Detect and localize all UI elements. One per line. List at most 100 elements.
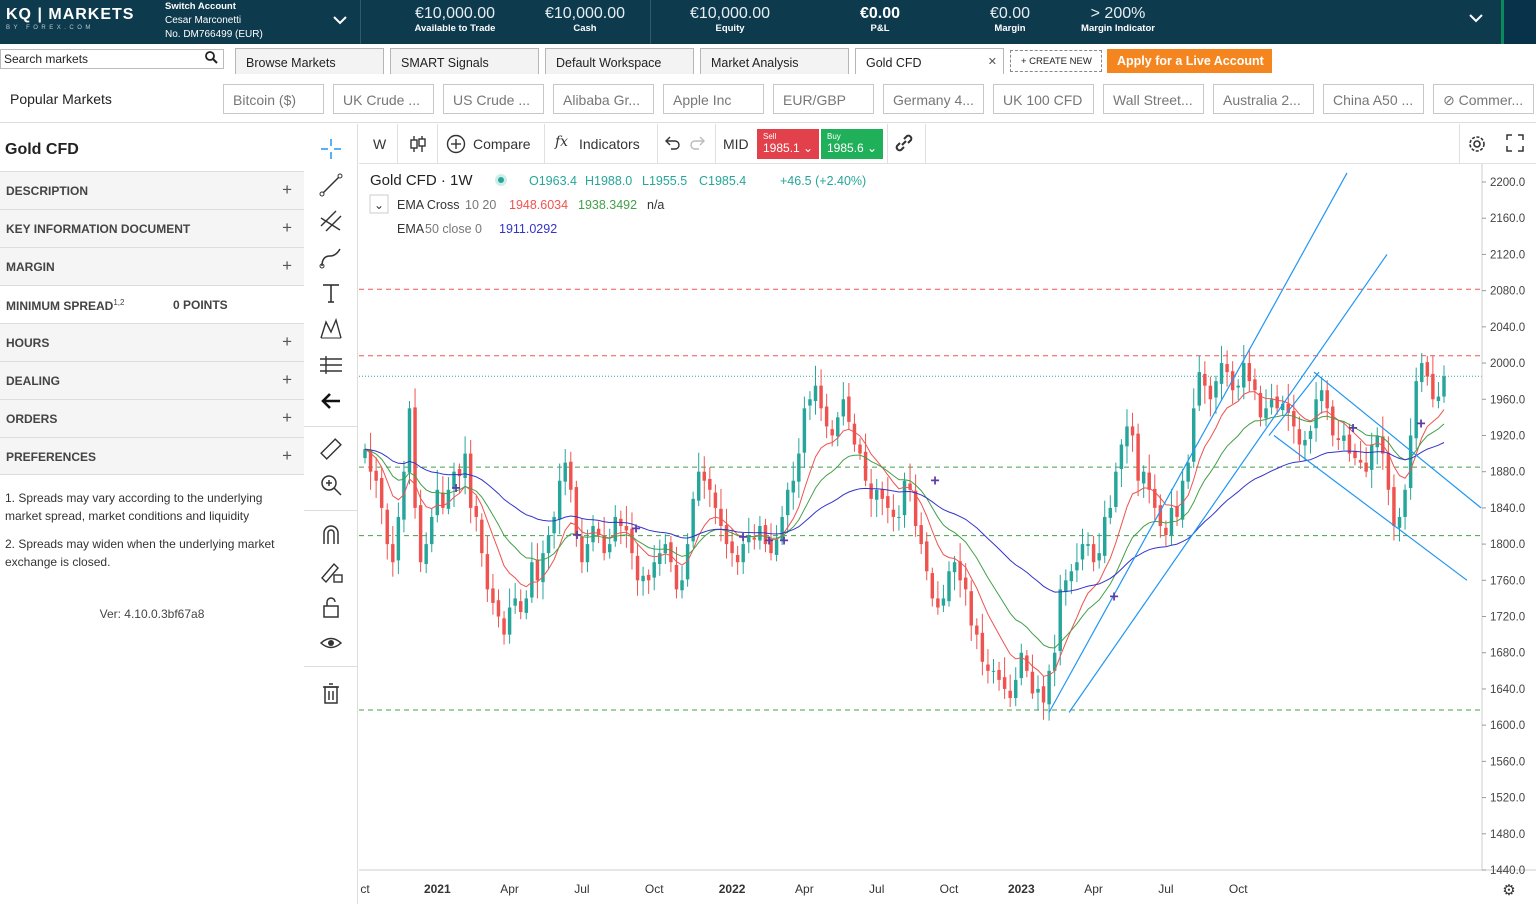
crosshair-icon[interactable] <box>318 136 344 162</box>
tab-smart-signals[interactable]: SMART Signals <box>390 48 539 74</box>
eye-icon[interactable] <box>318 630 344 656</box>
tab-market-analysis[interactable]: Market Analysis <box>700 48 849 74</box>
popular-market-item[interactable]: Bitcoin ($) <box>223 84 324 114</box>
account-switcher[interactable]: Switch Account Cesar Marconetti No. DM76… <box>165 0 263 42</box>
candle-body <box>997 669 1001 680</box>
fib-tool-icon[interactable] <box>318 208 344 234</box>
plus-icon[interactable]: + <box>282 446 292 465</box>
footnote-1: 1. Spreads may vary according to the und… <box>5 491 263 523</box>
prediction-icon[interactable] <box>318 352 344 378</box>
candle-body <box>1308 430 1313 440</box>
magnet-icon[interactable] <box>318 522 344 548</box>
x-tick-label: Jul <box>869 882 884 896</box>
popular-market-item[interactable]: Apple Inc <box>663 84 764 114</box>
price-chart[interactable]: 2081.52008.01985.41885.11809.41616.8 +++… <box>359 164 1536 904</box>
buy-button[interactable]: Buy 1985.6 ⌄ <box>821 129 883 159</box>
popular-market-item[interactable]: ⊘ Commer... <box>1433 84 1534 114</box>
legend-ema50-value: 1911.0292 <box>499 222 557 236</box>
section-orders[interactable]: ORDERS + <box>0 399 304 437</box>
candle-body <box>1236 385 1240 388</box>
plus-icon[interactable]: + <box>282 256 292 275</box>
plus-icon[interactable]: + <box>282 218 292 237</box>
arrow-left-icon[interactable] <box>318 388 344 414</box>
candle-body <box>1075 562 1079 571</box>
popular-market-item[interactable]: Germany 4... <box>883 84 984 114</box>
tab-browse-markets[interactable]: Browse Markets <box>235 48 384 74</box>
chart-svg[interactable]: 2081.52008.01985.41885.11809.41616.8 +++… <box>359 164 1536 904</box>
compare-icon[interactable] <box>446 134 466 157</box>
indicators-icon[interactable]: 𝑓x <box>555 134 569 150</box>
candle-body <box>1019 652 1024 679</box>
candle-body <box>1414 381 1418 439</box>
popular-market-item[interactable]: Australia 2... <box>1213 84 1314 114</box>
undo-icon[interactable] <box>663 134 681 155</box>
candle-body <box>1286 403 1290 413</box>
search-icon[interactable] <box>205 51 218 67</box>
popular-market-item[interactable]: UK Crude ... <box>333 84 434 114</box>
zoom-in-icon[interactable] <box>318 472 344 498</box>
ema-fast-line <box>364 391 1445 677</box>
chevron-down-icon[interactable] <box>1468 10 1484 28</box>
lock-icon[interactable] <box>318 594 344 620</box>
section-preferences[interactable]: PREFERENCES + <box>0 437 304 475</box>
popular-market-item[interactable]: US Crude ... <box>443 84 544 114</box>
popular-market-item[interactable]: China A50 ... <box>1323 84 1424 114</box>
candle-body <box>1258 392 1263 418</box>
candle-body <box>1386 452 1391 490</box>
trash-icon[interactable] <box>318 680 344 706</box>
channel-line <box>1068 254 1388 713</box>
interval-button[interactable]: W <box>373 136 387 152</box>
candle-body <box>813 385 818 402</box>
sell-button[interactable]: Sell 1985.1 ⌄ <box>757 129 819 159</box>
candles-icon[interactable] <box>409 134 427 157</box>
candle-body <box>535 559 540 581</box>
search-input[interactable]: Search markets <box>0 49 224 69</box>
section-kid[interactable]: KEY INFORMATION DOCUMENT + <box>0 209 304 247</box>
redo-icon[interactable] <box>689 134 707 155</box>
trend-line-icon[interactable] <box>318 172 344 198</box>
section-hours[interactable]: HOURS + <box>0 323 304 361</box>
plus-icon[interactable]: + <box>282 370 292 389</box>
plus-icon[interactable]: + <box>282 332 292 351</box>
legend-ohlc: O1963.4 <box>529 174 577 188</box>
plus-icon[interactable]: + <box>282 180 292 199</box>
x-tick-label: Apr <box>500 882 519 896</box>
buy-label: Buy <box>827 132 841 141</box>
pattern-icon[interactable] <box>318 316 344 342</box>
popular-market-item[interactable]: UK 100 CFD <box>993 84 1094 114</box>
stay-in-drawing-icon[interactable] <box>318 558 344 584</box>
close-icon[interactable]: ✕ <box>987 56 997 68</box>
candle-body <box>652 562 656 578</box>
section-dealing[interactable]: DEALING + <box>0 361 304 399</box>
text-tool-icon[interactable] <box>318 280 344 306</box>
sell-label: Sell <box>763 132 777 141</box>
section-description[interactable]: DESCRIPTION + <box>0 171 304 209</box>
gear-icon[interactable] <box>1466 133 1488 158</box>
indicators-button[interactable]: Indicators <box>579 136 640 152</box>
y-tick-label: 1920.0 <box>1490 430 1525 442</box>
metric-label: Available to Trade <box>414 23 496 34</box>
chevron-down-icon[interactable] <box>333 12 347 28</box>
compare-button[interactable]: Compare <box>473 136 531 152</box>
tab-default-workspace[interactable]: Default Workspace <box>545 48 694 74</box>
candle-body <box>852 423 857 445</box>
fullscreen-icon[interactable] <box>1506 134 1524 155</box>
candle-body <box>1292 411 1296 427</box>
brush-icon[interactable] <box>318 244 344 270</box>
candle-body <box>841 399 846 417</box>
link-icon[interactable] <box>893 132 915 157</box>
candle-body <box>1242 363 1246 388</box>
plus-icon[interactable]: + <box>282 408 292 427</box>
price-type-button[interactable]: MID <box>723 136 749 152</box>
create-new-button[interactable]: + CREATE NEW <box>1010 50 1102 72</box>
signal-marker: + <box>631 521 640 538</box>
popular-market-item[interactable]: EUR/GBP <box>773 84 874 114</box>
ruler-icon[interactable] <box>318 436 344 462</box>
section-margin[interactable]: MARGIN + <box>0 247 304 285</box>
candle-body <box>624 526 629 531</box>
apply-live-account-button[interactable]: Apply for a Live Account <box>1107 49 1272 73</box>
popular-market-item[interactable]: Alibaba Gr... <box>553 84 654 114</box>
candle-body <box>963 577 968 590</box>
popular-market-item[interactable]: Wall Street... <box>1103 84 1204 114</box>
tab-gold-cfd[interactable]: Gold CFD ✕ <box>855 48 1004 74</box>
